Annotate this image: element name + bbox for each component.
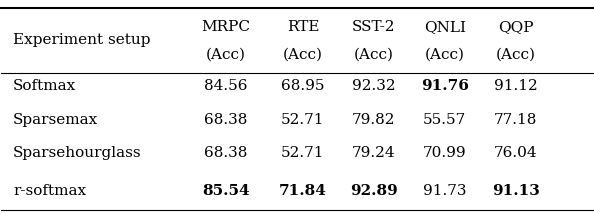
Text: 92.89: 92.89 <box>350 184 398 199</box>
Text: (Acc): (Acc) <box>206 47 246 61</box>
Text: 70.99: 70.99 <box>423 146 467 160</box>
Text: (Acc): (Acc) <box>354 47 394 61</box>
Text: 91.12: 91.12 <box>494 79 538 93</box>
Text: 52.71: 52.71 <box>281 146 325 160</box>
Text: 79.24: 79.24 <box>352 146 396 160</box>
Text: 68.95: 68.95 <box>281 79 325 93</box>
Text: 92.32: 92.32 <box>352 79 396 93</box>
Text: 91.73: 91.73 <box>423 184 466 199</box>
Text: (Acc): (Acc) <box>496 47 536 61</box>
Text: 76.04: 76.04 <box>494 146 538 160</box>
Text: 79.82: 79.82 <box>352 113 396 127</box>
Text: 68.38: 68.38 <box>204 113 248 127</box>
Text: Softmax: Softmax <box>13 79 77 93</box>
Text: 91.76: 91.76 <box>421 79 469 93</box>
Text: SST-2: SST-2 <box>352 20 396 34</box>
Text: QQP: QQP <box>498 20 533 34</box>
Text: Sparsemax: Sparsemax <box>13 113 99 127</box>
Text: 91.13: 91.13 <box>492 184 540 199</box>
Text: 55.57: 55.57 <box>423 113 466 127</box>
Text: 85.54: 85.54 <box>202 184 250 199</box>
Text: QNLI: QNLI <box>424 20 466 34</box>
Text: MRPC: MRPC <box>201 20 251 34</box>
Text: 71.84: 71.84 <box>279 184 327 199</box>
Text: 68.38: 68.38 <box>204 146 248 160</box>
Text: RTE: RTE <box>287 20 319 34</box>
Text: Sparsehourglass: Sparsehourglass <box>13 146 142 160</box>
Text: (Acc): (Acc) <box>425 47 465 61</box>
Text: r-softmax: r-softmax <box>13 184 86 199</box>
Text: (Acc): (Acc) <box>283 47 323 61</box>
Text: Experiment setup: Experiment setup <box>13 33 151 48</box>
Text: 52.71: 52.71 <box>281 113 325 127</box>
Text: 77.18: 77.18 <box>494 113 538 127</box>
Text: 84.56: 84.56 <box>204 79 248 93</box>
